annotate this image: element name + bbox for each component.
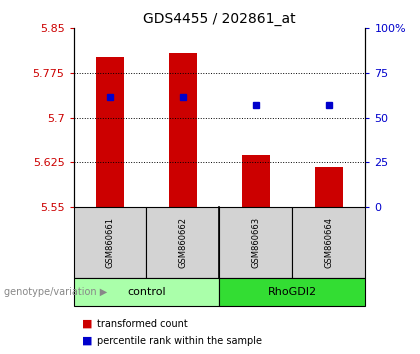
Text: control: control — [127, 287, 166, 297]
Bar — [242, 155, 270, 207]
Text: RhoGDI2: RhoGDI2 — [268, 287, 317, 297]
Text: transformed count: transformed count — [97, 319, 187, 329]
Bar — [169, 53, 197, 207]
Text: ■: ■ — [82, 336, 92, 346]
Text: GSM860663: GSM860663 — [252, 217, 260, 268]
Bar — [147, 207, 220, 278]
Text: percentile rank within the sample: percentile rank within the sample — [97, 336, 262, 346]
Text: ■: ■ — [82, 319, 92, 329]
Text: GSM860661: GSM860661 — [105, 217, 115, 268]
Title: GDS4455 / 202861_at: GDS4455 / 202861_at — [143, 12, 296, 26]
Bar — [74, 278, 220, 306]
Bar — [74, 207, 147, 278]
Bar — [220, 278, 365, 306]
Text: genotype/variation ▶: genotype/variation ▶ — [4, 287, 108, 297]
Bar — [292, 207, 365, 278]
Bar — [96, 57, 124, 207]
Text: GSM860664: GSM860664 — [324, 217, 333, 268]
Bar — [315, 167, 343, 207]
Text: GSM860662: GSM860662 — [178, 217, 187, 268]
Bar — [220, 207, 292, 278]
